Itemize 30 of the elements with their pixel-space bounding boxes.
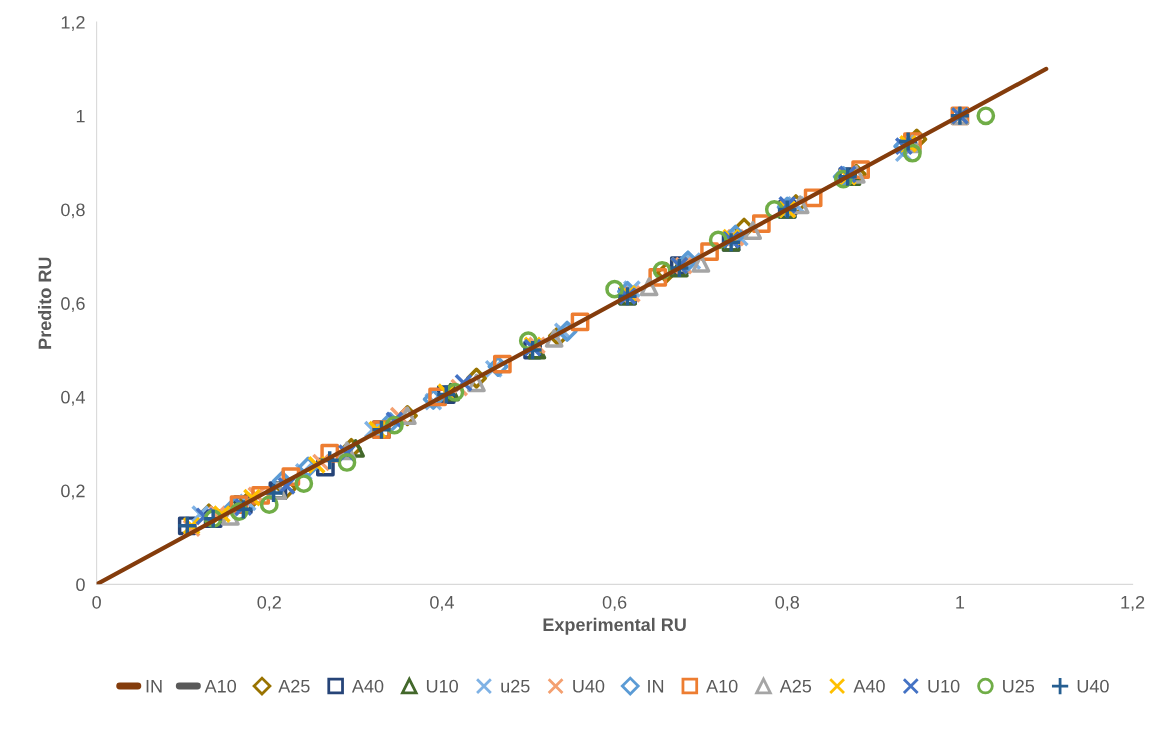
x-tick-label: 1,2 [1121,595,1145,611]
legend-label: U25 [1003,679,1035,693]
legend-label: A40 [351,679,384,693]
legend-label: A40 [853,679,885,693]
legend-label: U40 [573,679,605,693]
x-axis-title: Experimental RU [543,617,686,635]
legend-label: IN [648,679,664,693]
legend-label: IN [146,679,162,693]
x-tick-label: 0,6 [602,595,627,611]
y-axis-title: Predito RU [38,257,52,349]
x-tick-label: 0,4 [430,595,454,611]
x-tick-label: 0,8 [775,595,800,611]
legend-label: A10 [204,679,237,693]
legend-label: u25 [501,679,530,693]
y-tick-label: 1 [76,109,85,123]
x-tick-label: 0,2 [257,595,281,611]
y-tick-label: 0,8 [61,203,85,219]
y-tick-label: 0,6 [61,297,85,313]
y-tick-label: 0,4 [61,390,85,406]
y-tick-label: 0 [76,578,85,592]
legend-label: A10 [706,679,738,693]
legend-label: U10 [928,679,960,693]
x-tick-label: 1 [956,596,965,609]
legend-label: U10 [426,679,458,693]
legend-label: U40 [1077,679,1109,693]
y-tick-label: 1,2 [61,15,85,31]
legend-label: A25 [278,679,310,693]
y-tick-label: 0,2 [61,484,85,500]
x-tick-label: 0 [92,595,101,609]
legend-label: A25 [779,679,812,693]
